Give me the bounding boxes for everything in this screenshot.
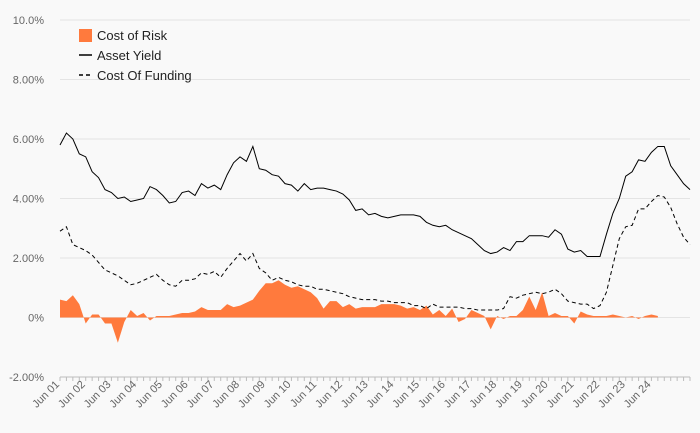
y-tick-label: 6.00%	[13, 134, 44, 146]
y-tick-label: 2.00%	[13, 253, 44, 265]
x-tick-label: Jun 12	[313, 379, 345, 411]
y-tick-label: 10.0%	[13, 15, 44, 27]
x-tick-label: Jun 05	[133, 379, 165, 411]
x-tick-label: Jun 21	[545, 379, 577, 411]
x-tick-label: Jun 10	[262, 379, 294, 411]
x-tick-label: Jun 04	[107, 379, 139, 411]
x-tick-label: Jun 14	[365, 379, 397, 411]
legend-swatch-cost-of-risk	[79, 29, 92, 42]
cost-of-funding-line	[59, 194, 691, 311]
x-tick-label: Jun 08	[210, 379, 242, 411]
x-tick-label: Jun 22	[570, 379, 602, 411]
x-tick-label: Jun 09	[236, 379, 268, 411]
x-tick-label: Jun 19	[493, 379, 525, 411]
x-axis	[59, 376, 691, 381]
legend-label-cost-of-risk: Cost of Risk	[97, 28, 168, 43]
x-tick-label: Jun 02	[56, 379, 88, 411]
y-tick-label: 8.00%	[13, 75, 44, 87]
x-tick-label: Jun 15	[390, 379, 422, 411]
legend-label-cost-of-funding: Cost Of Funding	[97, 68, 192, 83]
asset-yield-line	[59, 132, 691, 258]
legend-label-asset-yield: Asset Yield	[97, 48, 161, 63]
y-tick-label: 4.00%	[13, 194, 44, 206]
x-tick-label: Jun 03	[82, 379, 114, 411]
x-tick-label: Jun 11	[288, 379, 319, 410]
x-tick-label: Jun 07	[185, 379, 217, 411]
y-tick-label: -2.00%	[9, 372, 44, 384]
x-tick-label: Jun 20	[519, 379, 551, 411]
x-tick-label: Jun 06	[159, 379, 191, 411]
x-tick-label: Jun 18	[467, 379, 499, 411]
x-tick-label: Jun 13	[339, 379, 371, 411]
series-lines-layer	[59, 132, 691, 311]
x-tick-label: Jun 23	[596, 379, 628, 411]
cost-of-risk-area	[60, 280, 658, 343]
x-tick-label: Jun 16	[416, 379, 448, 411]
cost-of-risk-area-layer	[60, 280, 658, 343]
x-tick-label: Jun 17	[442, 379, 474, 411]
y-tick-label: 0%	[28, 313, 44, 325]
legend: Cost of Risk Asset Yield Cost Of Funding	[79, 28, 192, 83]
y-axis-tick-labels: -2.00% 0% 2.00% 4.00% 6.00% 8.00% 10.0%	[9, 15, 44, 384]
x-tick-label: Jun 24	[622, 379, 654, 411]
